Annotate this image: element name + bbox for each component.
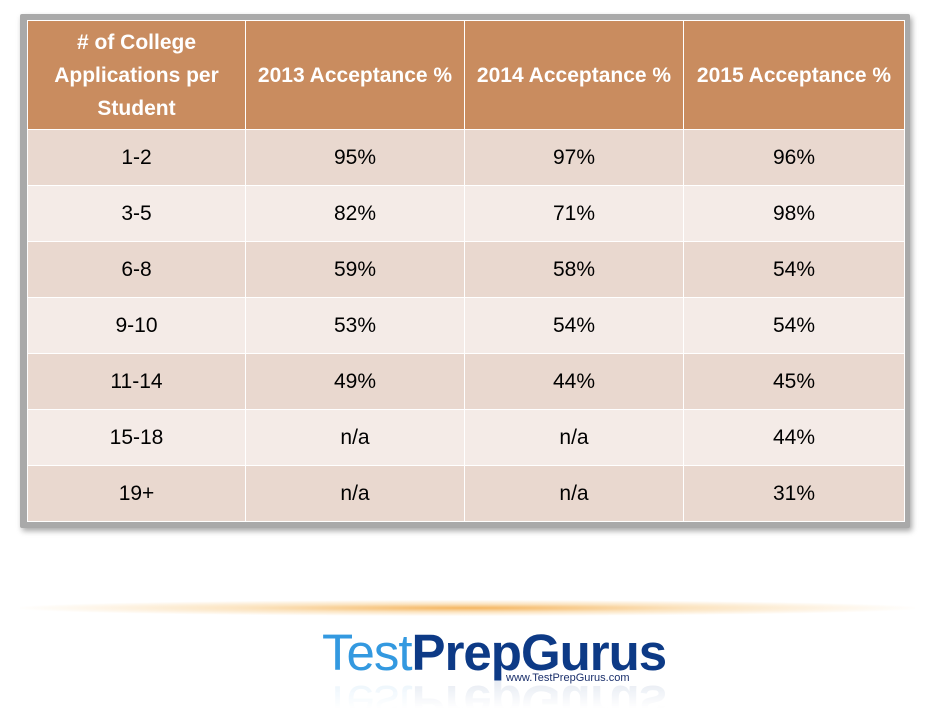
cell-2014: 97% <box>464 129 684 186</box>
logo-word-test: Test <box>322 624 413 681</box>
cell-2014: 44% <box>464 353 684 410</box>
cell-2015: 45% <box>683 353 905 410</box>
cell-applications: 19+ <box>27 465 246 522</box>
header-2014: 2014 Acceptance % <box>464 20 684 130</box>
cell-2015: 44% <box>683 409 905 466</box>
cell-applications: 11-14 <box>27 353 246 410</box>
table-row: 11-14 49% 44% 45% <box>27 353 905 410</box>
cell-2014: 58% <box>464 241 684 298</box>
cell-2015: 54% <box>683 297 905 354</box>
logo-word-gurus: Gurus <box>520 624 667 681</box>
cell-2013: 59% <box>245 241 465 298</box>
cell-2015: 54% <box>683 241 905 298</box>
logo-wordmark: TestPrepGurus <box>322 624 667 682</box>
glow-divider <box>20 600 915 616</box>
cell-2014: n/a <box>464 409 684 466</box>
table-row: 6-8 59% 58% 54% <box>27 241 905 298</box>
cell-applications: 1-2 <box>27 129 246 186</box>
testprepgurus-logo: TestPrepGurus TestPrepGurus www.TestPrep… <box>322 624 667 712</box>
cell-2013: 49% <box>245 353 465 410</box>
cell-2015: 31% <box>683 465 905 522</box>
logo-url: www.TestPrepGurus.com <box>506 672 630 684</box>
cell-2013: 82% <box>245 185 465 242</box>
table-row: 1-2 95% 97% 96% <box>27 129 905 186</box>
cell-2014: n/a <box>464 465 684 522</box>
cell-2014: 71% <box>464 185 684 242</box>
cell-2013: n/a <box>245 465 465 522</box>
cell-applications: 15-18 <box>27 409 246 466</box>
header-2015: 2015 Acceptance % <box>683 20 905 130</box>
cell-applications: 3-5 <box>27 185 246 242</box>
cell-2013: 53% <box>245 297 465 354</box>
table-row: 19+ n/a n/a 31% <box>27 465 905 522</box>
cell-applications: 9-10 <box>27 297 246 354</box>
logo-word-prep: Prep <box>411 624 522 681</box>
cell-2015: 96% <box>683 129 905 186</box>
cell-2014: 54% <box>464 297 684 354</box>
acceptance-table: # of College Applications per Student 20… <box>27 20 905 522</box>
cell-applications: 6-8 <box>27 241 246 298</box>
header-row: # of College Applications per Student 20… <box>27 20 905 130</box>
header-applications: # of College Applications per Student <box>27 20 246 130</box>
cell-2013: n/a <box>245 409 465 466</box>
table-row: 9-10 53% 54% 54% <box>27 297 905 354</box>
cell-2015: 98% <box>683 185 905 242</box>
header-2013: 2013 Acceptance % <box>245 20 465 130</box>
table-row: 15-18 n/a n/a 44% <box>27 409 905 466</box>
table-row: 3-5 82% 71% 98% <box>27 185 905 242</box>
cell-2013: 95% <box>245 129 465 186</box>
